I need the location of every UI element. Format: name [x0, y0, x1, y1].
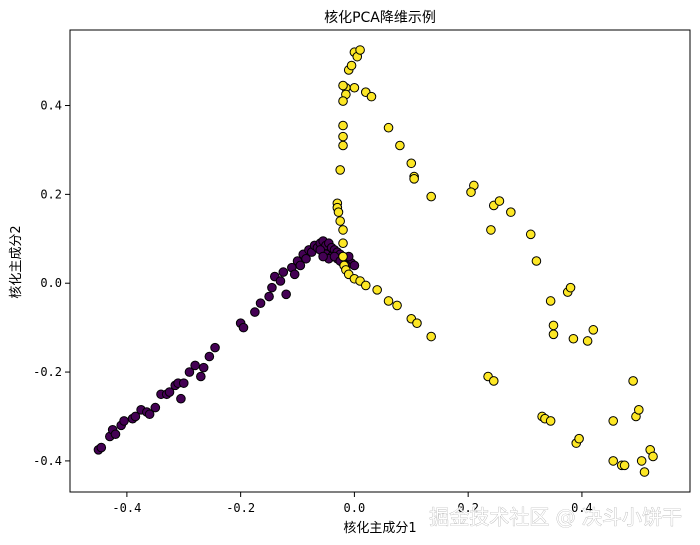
- class-0-point: [176, 393, 186, 404]
- class-1-point: [494, 196, 505, 206]
- class-0-point: [349, 260, 360, 271]
- class-0-point: [196, 371, 206, 382]
- class-1-point: [409, 174, 419, 184]
- class-1-point: [338, 96, 348, 106]
- plot-area: [93, 45, 658, 477]
- class-1-point: [574, 433, 584, 444]
- class-1-point: [648, 451, 658, 462]
- class-1-point: [412, 318, 422, 328]
- class-1-point: [548, 329, 559, 340]
- class-1-point: [338, 140, 348, 151]
- class-1-point: [486, 225, 496, 235]
- class-0-point: [250, 307, 260, 317]
- class-0-point: [318, 251, 328, 262]
- class-0-point: [178, 378, 189, 388]
- class-1-point: [372, 285, 382, 295]
- class-1-point: [639, 467, 650, 477]
- class-0-point: [278, 267, 289, 277]
- class-0-point: [150, 402, 161, 413]
- y-axis: -0.4 -0.2 0.0 0.2 0.4: [33, 99, 70, 468]
- class-1-point: [545, 296, 556, 306]
- class-1-point: [466, 187, 476, 197]
- class-1-point: [582, 336, 593, 346]
- y-axis-title: 核化主成分2: [9, 225, 24, 298]
- class-0-point: [301, 253, 311, 264]
- class-0-point: [295, 260, 306, 271]
- class-1-point: [531, 256, 542, 266]
- class-1-point: [506, 207, 516, 217]
- x-tick-label: 0.0: [344, 501, 366, 515]
- class-0-point: [281, 289, 291, 300]
- class-0-point: [184, 367, 195, 377]
- class-1-point: [488, 376, 499, 386]
- class-0-point: [289, 269, 300, 280]
- class-1-point: [588, 325, 599, 335]
- class-1-point: [338, 131, 348, 142]
- class-0-point: [164, 387, 175, 397]
- class-0-point: [119, 416, 129, 426]
- class-1-point: [338, 225, 348, 235]
- class-1-point: [346, 60, 357, 71]
- class-0-point: [198, 362, 209, 373]
- class-1-point: [636, 456, 647, 466]
- class-1-point: [634, 405, 644, 415]
- x-tick-label: 0.4: [571, 501, 593, 515]
- y-tick-label: 0.2: [40, 187, 62, 201]
- class-0-point: [264, 291, 274, 302]
- class-1-point: [619, 460, 630, 471]
- class-0-point: [96, 442, 107, 453]
- class-1-point: [338, 251, 348, 262]
- class-1-point: [335, 165, 345, 175]
- class-0-point: [238, 322, 249, 333]
- y-tick-label: 0.0: [40, 276, 62, 290]
- y-tick-label: 0.4: [40, 99, 62, 113]
- class-1-point: [335, 216, 345, 226]
- class-0-point: [267, 282, 277, 293]
- y-tick-label: -0.4: [33, 454, 62, 468]
- class-1-point: [608, 416, 619, 426]
- x-axis: -0.4 -0.2 0.0 0.2 0.4: [112, 492, 593, 515]
- x-tick-label: -0.2: [226, 501, 255, 515]
- class-0-point: [130, 411, 141, 422]
- class-1-point: [525, 229, 536, 240]
- x-tick-label: 0.2: [457, 501, 479, 515]
- class-0-point: [275, 276, 286, 286]
- class-1-point: [333, 207, 344, 217]
- class-1-point: [383, 122, 394, 133]
- y-tick-label: -0.2: [33, 365, 62, 379]
- class-1-point: [366, 91, 377, 102]
- watermark-text: 掘金技术社区 @ 决斗小饼干: [429, 505, 682, 529]
- class-1-point: [426, 331, 436, 342]
- class-0-point: [144, 409, 155, 420]
- class-0-point: [255, 298, 266, 309]
- class-1-point: [338, 80, 348, 91]
- class-1-point: [392, 300, 402, 311]
- class-1-point: [395, 140, 405, 151]
- class-1-point: [426, 191, 436, 202]
- class-0-point: [190, 360, 200, 371]
- class-1-point: [628, 376, 638, 386]
- chart-title: 核化PCA降维示例: [324, 10, 436, 26]
- class-1-point: [360, 280, 371, 291]
- class-0-point: [110, 429, 121, 440]
- plot-frame: [69, 29, 691, 493]
- class-1-point: [548, 320, 559, 331]
- class-0-point: [210, 342, 220, 353]
- class-1-point: [568, 333, 579, 344]
- class-1-point: [608, 456, 619, 466]
- class-1-point: [338, 238, 348, 249]
- class-1-point: [545, 416, 556, 426]
- class-0-point: [204, 351, 215, 362]
- x-tick-label: -0.4: [112, 501, 141, 515]
- class-1-point: [338, 120, 348, 131]
- class-1-point: [406, 158, 417, 169]
- class-1-point: [565, 282, 576, 293]
- x-axis-title: 核化主成分1: [343, 521, 416, 536]
- class-1-point: [355, 45, 365, 55]
- class-1-point: [383, 296, 394, 306]
- class-1-point: [349, 82, 360, 93]
